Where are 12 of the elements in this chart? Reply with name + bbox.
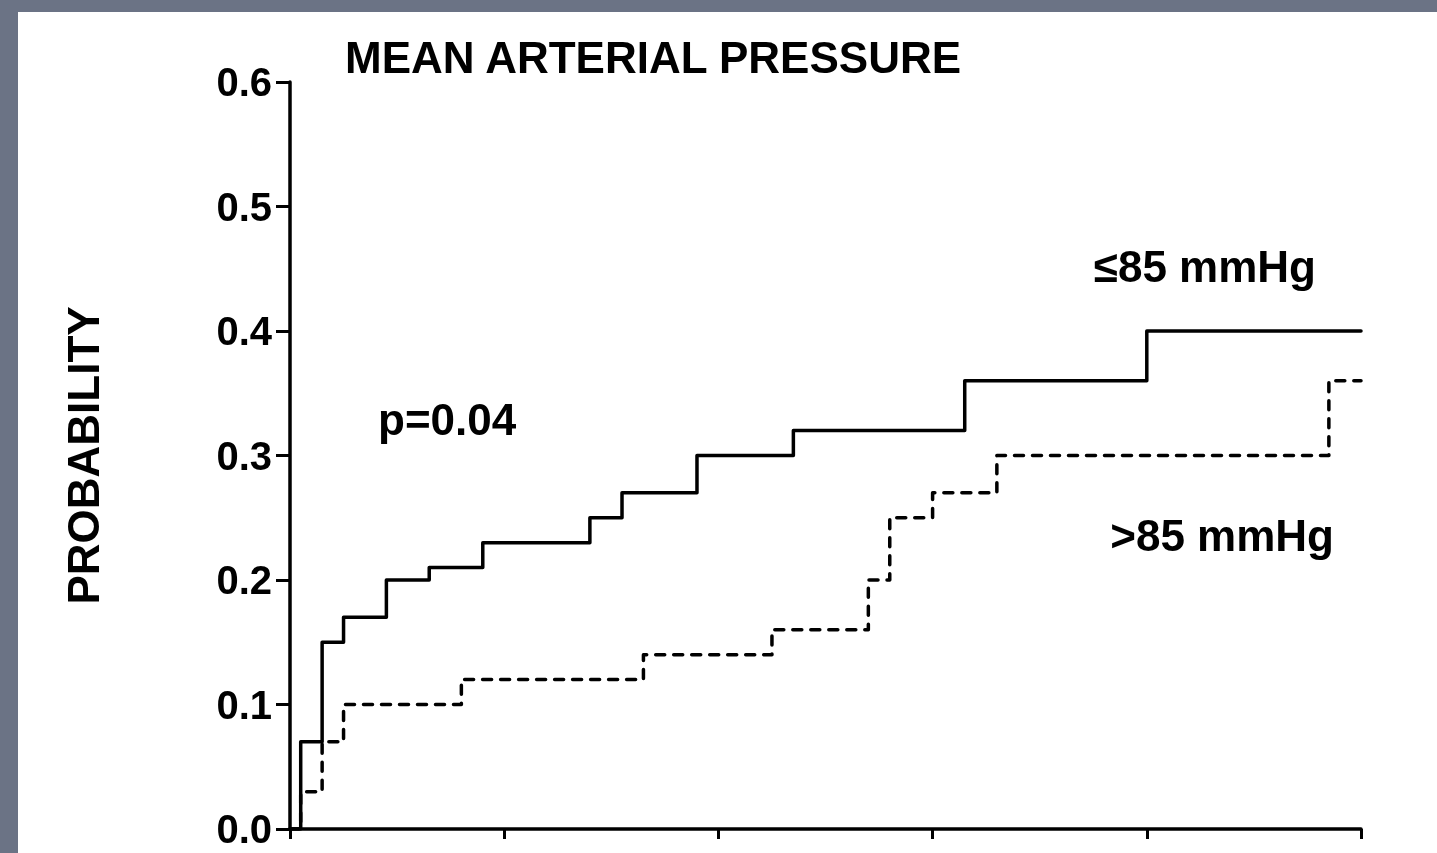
series-label: >85 mmHg xyxy=(1110,511,1334,561)
y-tick-label: 0.1 xyxy=(216,682,272,727)
y-tick-label: 0.3 xyxy=(216,433,272,478)
y-tick-label: 0.4 xyxy=(216,309,273,353)
y-tick-label: 0.6 xyxy=(216,60,272,104)
y-tick-label: 0.2 xyxy=(216,558,272,602)
series-label: ≤85 mmHg xyxy=(1093,241,1316,291)
y-axis-title: PROBABILITY xyxy=(58,306,108,605)
chart-title: MEAN ARTERIAL PRESSURE xyxy=(345,32,962,82)
annotation: p=0.04 xyxy=(378,394,517,444)
y-tick-label: 0.0 xyxy=(216,807,272,851)
y-tick-label: 0.5 xyxy=(216,184,272,229)
